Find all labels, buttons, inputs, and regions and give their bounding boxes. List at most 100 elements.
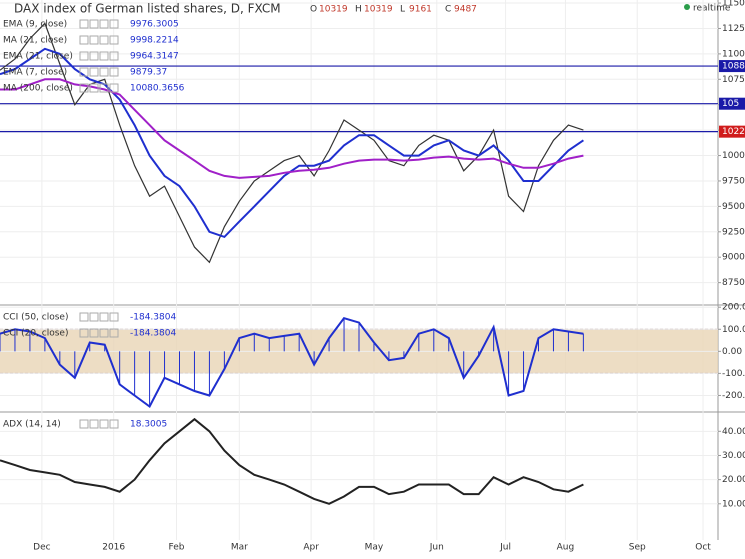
y-tick-label: 200.00: [722, 303, 745, 313]
legend-button: [79, 19, 89, 29]
y-tick-label: -100.00: [722, 369, 745, 379]
legend-button: [109, 328, 119, 338]
legend-button: [89, 19, 99, 29]
legend-button: [99, 67, 109, 77]
ohlc-value: 10319: [319, 5, 348, 15]
y-tick-label: 10750: [722, 75, 745, 85]
x-tick-label: Jul: [499, 543, 511, 553]
panel: 8750900092509500975010000102501050010750…: [0, 0, 745, 305]
legend-button: [89, 83, 99, 93]
legend-name: MA (21, close): [3, 36, 67, 46]
panel: -200.00 -100.00 0.00 100.00 200.00 CCI (50, c…: [0, 303, 745, 412]
legend-button: [99, 419, 109, 429]
series-line: [0, 78, 584, 179]
y-tick-label: 11250: [722, 24, 745, 34]
ohlc-key: C: [445, 5, 451, 15]
legend-button: [99, 83, 109, 93]
y-tick-label: 11500: [722, 0, 745, 9]
ohlc-value: 9487: [454, 5, 477, 15]
legend-button: [99, 19, 109, 29]
legend-button: [79, 328, 89, 338]
y-tick-label: -200.00: [722, 391, 745, 401]
status-dot: [684, 4, 690, 10]
level-tag: [719, 97, 745, 110]
y-tick-label: 100.00: [722, 325, 745, 335]
y-tick-label: 9500: [722, 202, 745, 212]
x-tick-label: Apr: [303, 543, 319, 553]
legend-button: [79, 312, 89, 322]
level-label: 1088: [722, 62, 745, 72]
legend-value: 9998.2214: [130, 36, 179, 46]
legend-button: [79, 419, 89, 429]
legend-button: [89, 328, 99, 338]
legend-value: 9964.3147: [130, 52, 179, 62]
series-line: [0, 317, 584, 408]
legend-name: EMA (7, close): [3, 68, 67, 78]
y-tick-label: 40.00: [722, 427, 745, 437]
legend-button: [99, 312, 109, 322]
y-tick-label: 8750: [722, 278, 745, 288]
x-tick-label: Mar: [231, 543, 248, 553]
ohlc-key: H: [355, 5, 362, 15]
legend-button: [109, 312, 119, 322]
level-label: 1022: [722, 127, 745, 137]
legend-value: -184.3804: [130, 329, 176, 339]
legend-name: EMA (9, close): [3, 20, 67, 30]
x-tick-label: Feb: [169, 543, 185, 553]
legend-button: [109, 51, 119, 61]
legend-button: [99, 35, 109, 45]
y-tick-label: 9250: [722, 227, 745, 237]
legend-button: [99, 328, 109, 338]
legend-value: 9976.3005: [130, 20, 179, 30]
x-tick-label: Oct: [695, 543, 711, 553]
x-tick-label: Jun: [429, 543, 444, 553]
legend-name: EMA (21, close): [3, 52, 73, 62]
legend-value: -184.3804: [130, 313, 176, 323]
panel: 10.00 20.00 30.00 40.00 ADX (14, 14) 18.3005 D…: [0, 412, 745, 553]
level-label: 105: [722, 99, 739, 109]
level-tag: [719, 125, 745, 138]
legend-button: [89, 419, 99, 429]
y-tick-label: 30.00: [722, 451, 745, 461]
legend-name: CCI (20, close): [3, 329, 68, 339]
legend-button: [109, 67, 119, 77]
x-tick-label: Aug: [557, 543, 575, 553]
legend-button: [89, 51, 99, 61]
y-tick-label: 9000: [722, 253, 745, 263]
y-tick-label: 10.00: [722, 499, 745, 509]
x-tick-label: Sep: [629, 543, 646, 553]
legend-value: 9879.37: [130, 68, 167, 78]
ohlc-value: 9161: [409, 5, 432, 15]
legend-value: 18.3005: [130, 420, 167, 430]
legend-button: [79, 35, 89, 45]
series-line: [0, 417, 584, 505]
realtime-label: realtime: [693, 4, 731, 14]
legend-name: ADX (14, 14): [3, 420, 61, 430]
legend-button: [79, 51, 89, 61]
legend-button: [89, 312, 99, 322]
legend-name: MA (200, close): [3, 84, 73, 94]
y-tick-label: 20.00: [722, 475, 745, 485]
legend-button: [79, 67, 89, 77]
legend-button: [99, 51, 109, 61]
y-tick-label: 9750: [722, 176, 745, 186]
legend-button: [109, 35, 119, 45]
ohlc-key: O: [310, 5, 317, 15]
legend-button: [109, 419, 119, 429]
legend-button: [79, 83, 89, 93]
x-tick-label: 2016: [102, 543, 125, 553]
y-tick-label: 11000: [722, 49, 745, 59]
legend-button: [109, 19, 119, 29]
legend-button: [89, 67, 99, 77]
legend-button: [109, 83, 119, 93]
y-tick-label: 10000: [722, 151, 745, 161]
legend-name: CCI (50, close): [3, 313, 68, 323]
level-tag: [719, 60, 745, 73]
x-tick-label: Dec: [33, 543, 50, 553]
ohlc-key: L: [400, 5, 405, 15]
chart-title: DAX index of German listed shares, D, FX…: [14, 2, 281, 16]
y-tick-label: 0.00: [722, 347, 742, 357]
ohlc-value: 10319: [364, 5, 393, 15]
